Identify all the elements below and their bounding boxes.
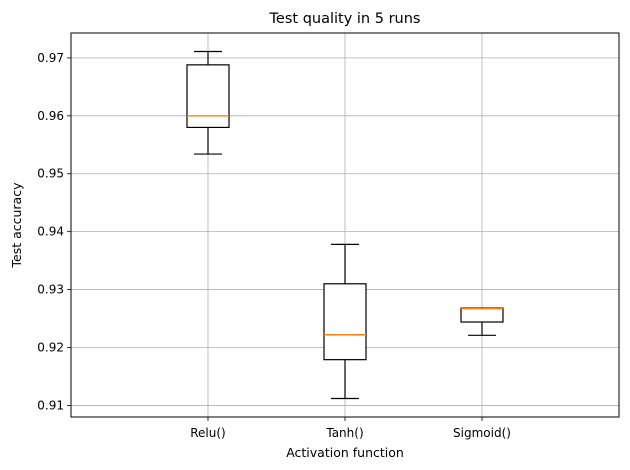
x-axis-label: Activation function — [286, 445, 404, 460]
y-tick-label: 0.96 — [37, 109, 64, 123]
x-tick-label: Sigmoid() — [453, 426, 511, 440]
y-tick-label: 0.93 — [37, 283, 64, 297]
iqr-box — [460, 307, 504, 323]
y-tick-label: 0.92 — [37, 340, 64, 354]
chart-title: Test quality in 5 runs — [269, 11, 421, 27]
box-sigmoid — [460, 307, 504, 336]
box-tanh — [323, 243, 367, 400]
y-axis-label: Test accuracy — [9, 182, 24, 269]
iqr-box — [186, 64, 230, 129]
box-relu — [186, 50, 230, 155]
y-tick-label: 0.91 — [37, 398, 64, 412]
x-tick-label: Relu() — [190, 426, 225, 440]
y-tick-label: 0.97 — [37, 51, 64, 65]
x-tick-label: Tanh() — [325, 426, 363, 440]
y-tick-label: 0.95 — [37, 167, 64, 181]
iqr-box — [323, 283, 367, 361]
y-tick-label: 0.94 — [37, 225, 64, 239]
